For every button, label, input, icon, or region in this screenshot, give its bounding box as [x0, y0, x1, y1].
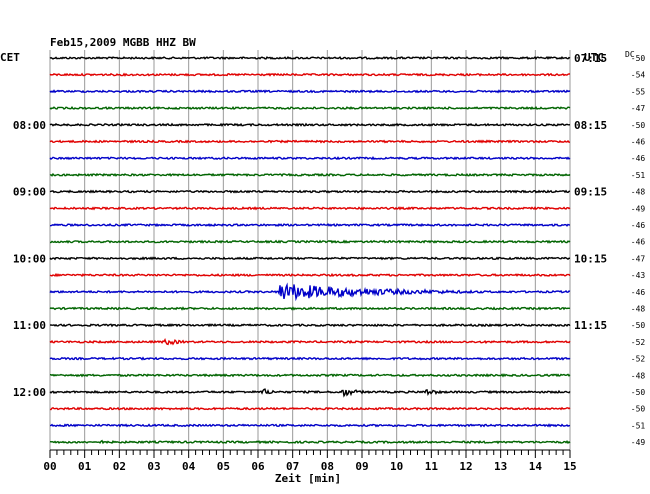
x-tick-label: 13	[494, 460, 507, 473]
trace-row	[49, 189, 571, 194]
dc-value: -55	[631, 87, 646, 96]
dc-value: -46	[631, 221, 646, 230]
dc-value: -43	[631, 271, 646, 280]
dc-label: DC	[625, 50, 635, 59]
trace-row	[49, 156, 571, 161]
left-time-label: 12:00	[13, 386, 46, 399]
x-tick-label: 11	[425, 460, 439, 473]
x-tick-label: 04	[182, 460, 196, 473]
dc-value: -51	[631, 171, 646, 180]
right-time-label: 09:15	[574, 186, 607, 199]
dc-value: -52	[631, 338, 646, 347]
trace-row	[49, 122, 571, 128]
trace-row	[49, 406, 571, 411]
left-time-label: 08:00	[13, 119, 46, 132]
trace-row	[49, 423, 571, 428]
dc-value: -50	[631, 388, 646, 397]
trace-row	[49, 373, 571, 378]
dc-value: -50	[631, 121, 646, 130]
dc-value: -48	[631, 305, 646, 314]
left-axis-label: CET	[0, 51, 20, 64]
dc-value: -48	[631, 371, 646, 380]
right-time-label: 11:15	[574, 319, 607, 332]
x-tick-label: 10	[390, 460, 403, 473]
x-tick-label: 09	[355, 460, 368, 473]
x-tick-label: 12	[459, 460, 472, 473]
dc-value: -50	[631, 405, 646, 414]
x-tick-label: 14	[529, 460, 543, 473]
trace-row	[49, 356, 571, 361]
right-time-label: 10:15	[574, 252, 607, 265]
trace-row	[50, 222, 571, 228]
left-time-label: 10:00	[13, 252, 46, 265]
trace-row	[49, 323, 571, 328]
dc-value: -54	[631, 71, 646, 80]
trace-row	[49, 56, 571, 61]
x-tick-label: 15	[563, 460, 576, 473]
trace-row	[49, 206, 571, 211]
trace-row	[49, 306, 571, 311]
trace-row	[49, 256, 571, 261]
trace-row	[49, 439, 571, 445]
dc-value: -52	[631, 355, 646, 364]
dc-value: -46	[631, 138, 646, 147]
dc-value: -49	[631, 204, 646, 213]
trace-row	[49, 239, 571, 244]
x-tick-label: 00	[43, 460, 56, 473]
x-tick-label: 03	[147, 460, 160, 473]
right-axis-label: UTC	[584, 51, 604, 64]
dc-value: -46	[631, 238, 646, 247]
trace-row	[49, 338, 571, 346]
dc-value: -46	[631, 288, 646, 297]
trace-row	[49, 282, 571, 302]
trace-row	[49, 388, 571, 398]
dc-value: -46	[631, 154, 646, 163]
dc-value: -50	[631, 54, 646, 63]
x-tick-label: 08	[321, 460, 334, 473]
x-tick-label: 01	[78, 460, 92, 473]
left-time-label: 09:00	[13, 186, 46, 199]
dc-value: -48	[631, 188, 646, 197]
x-tick-label: 06	[251, 460, 265, 473]
dc-value: -51	[631, 421, 646, 430]
x-axis-label: Zeit [min]	[275, 472, 341, 485]
chart-title: Feb15,2009 MGBB HHZ BW	[50, 36, 196, 49]
x-tick-label: 07	[286, 460, 299, 473]
x-tick-label: 02	[113, 460, 126, 473]
dc-value: -50	[631, 321, 646, 330]
trace-row	[49, 89, 571, 94]
trace-row	[49, 105, 571, 111]
x-tick-label: 05	[217, 460, 230, 473]
trace-row	[49, 272, 571, 278]
left-time-label: 11:00	[13, 319, 46, 332]
right-time-label: 07:15	[574, 52, 607, 65]
dc-value: -49	[631, 438, 646, 447]
trace-row	[49, 72, 571, 77]
trace-row	[49, 139, 571, 144]
dc-value: -47	[631, 104, 646, 113]
right-time-label: 08:15	[574, 119, 607, 132]
trace-row	[49, 172, 571, 178]
dc-value: -47	[631, 254, 646, 263]
